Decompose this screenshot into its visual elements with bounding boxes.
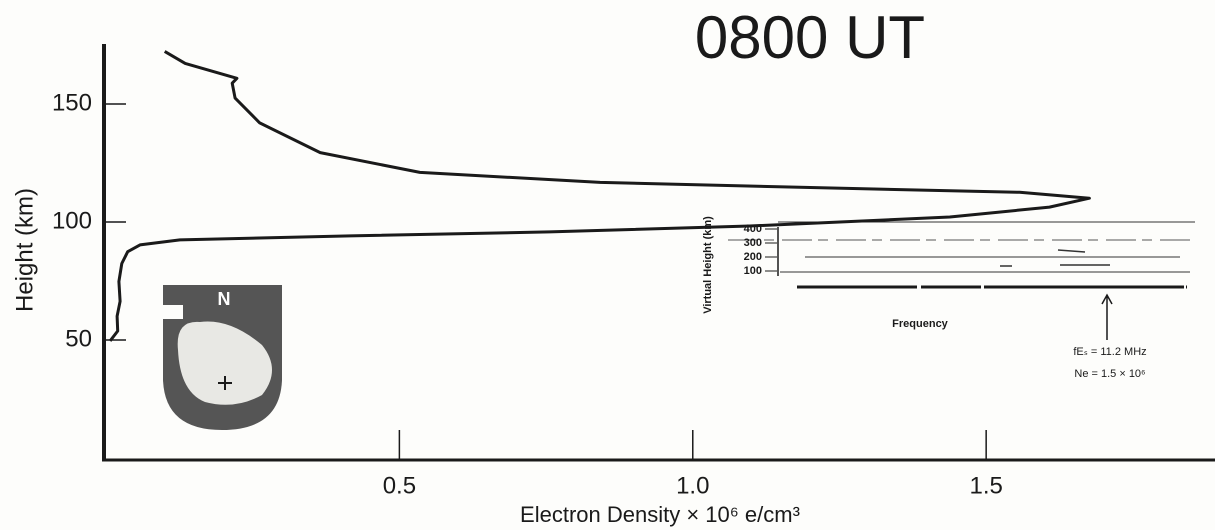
chart-title: 0800 UT — [695, 4, 925, 71]
map-marker — [163, 305, 183, 319]
inset-annotation: Ne = 1.5 × 10⁶ — [1074, 368, 1145, 380]
y-tick-label: 50 — [65, 325, 92, 352]
ionogram-inset: Virtual Height (km) Frequency fEₛ = 11.2… — [702, 216, 1195, 380]
y-axis-label: Height (km) — [11, 188, 38, 312]
x-axis-label: Electron Density × 10⁶ e/cm³ — [520, 502, 800, 527]
map-north: N — [218, 289, 231, 309]
x-tick-label: 0.5 — [383, 472, 416, 499]
inset-tick-label: 200 — [744, 251, 762, 263]
inset-tick-label: 100 — [744, 265, 762, 277]
inset-echo — [1000, 249, 1110, 267]
inset-annotation: fEₛ = 11.2 MHz — [1073, 346, 1146, 358]
y-tick-label: 100 — [52, 207, 92, 234]
x-tick-label: 1.0 — [676, 472, 709, 499]
profile-line — [108, 50, 1091, 342]
map-cross — [218, 376, 232, 390]
inset-x-label: Frequency — [892, 318, 949, 330]
inset-arrow — [1101, 293, 1113, 340]
map-land — [177, 321, 272, 405]
inset-tick-label: 300 — [744, 237, 762, 249]
location-map: N — [163, 285, 282, 430]
y-tick-label: 150 — [52, 89, 92, 116]
x-tick-label: 1.5 — [969, 472, 1002, 499]
inset-y-label: Virtual Height (km) — [702, 216, 714, 314]
